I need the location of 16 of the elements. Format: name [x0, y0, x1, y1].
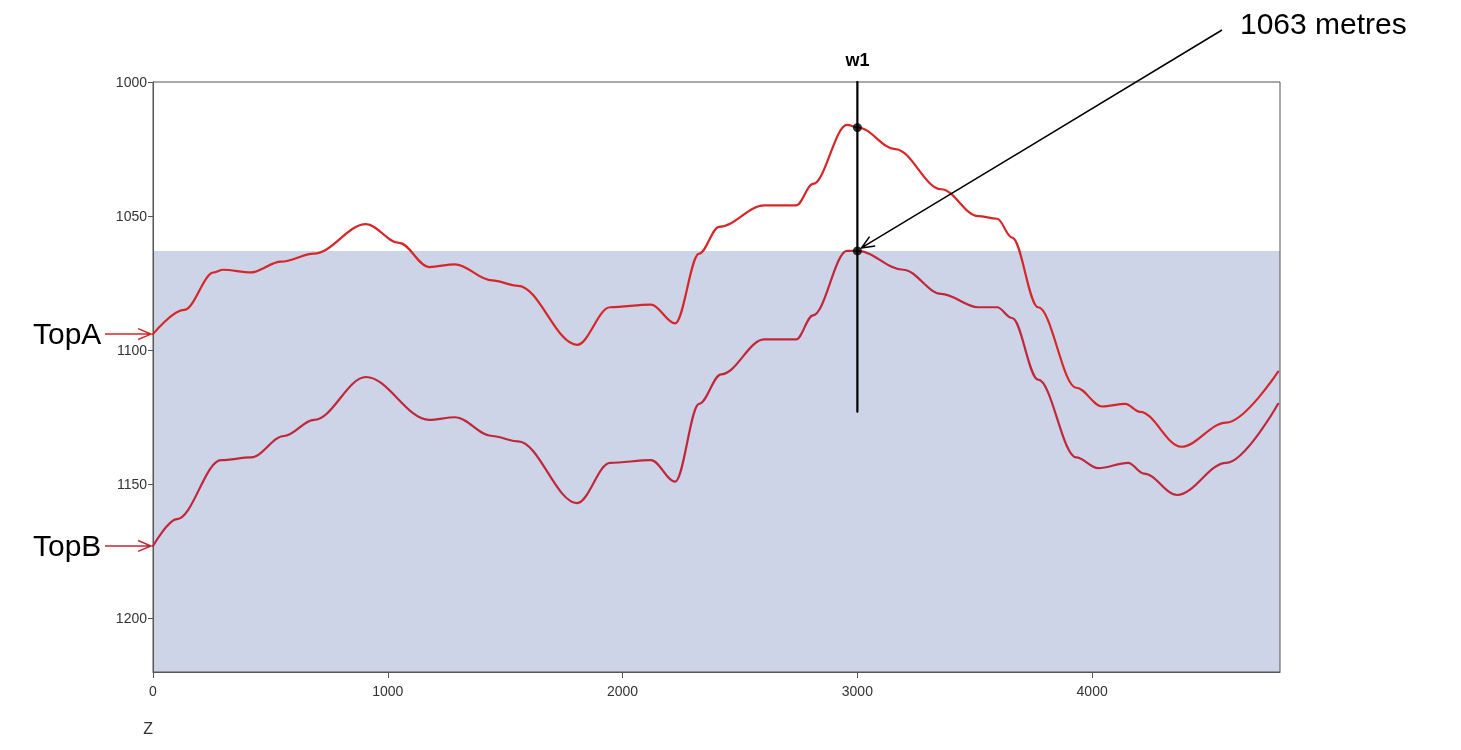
y-tick-label: 1100: [116, 342, 148, 359]
y-tick-label: 1000: [115, 74, 148, 90]
line-series: [151, 123, 1280, 448]
x-tick-label: 4000: [1076, 683, 1108, 699]
series-label: w1: [845, 49, 870, 71]
x-tick-label: 0: [149, 683, 158, 699]
y-tick-label: 1150: [116, 476, 148, 493]
x-axis-title: Z: [143, 719, 154, 737]
x-tick-label: 2000: [607, 683, 639, 699]
legend-label: TopB: [33, 528, 102, 563]
x-tick-label: 1000: [372, 683, 404, 699]
x-tick-label: 3000: [841, 683, 874, 699]
y-tick-label: 1050: [115, 208, 148, 225]
y-tick-label: 1200: [115, 610, 148, 627]
annotation: 1063 metres: [1240, 7, 1407, 41]
legend-label: TopA: [33, 317, 102, 352]
